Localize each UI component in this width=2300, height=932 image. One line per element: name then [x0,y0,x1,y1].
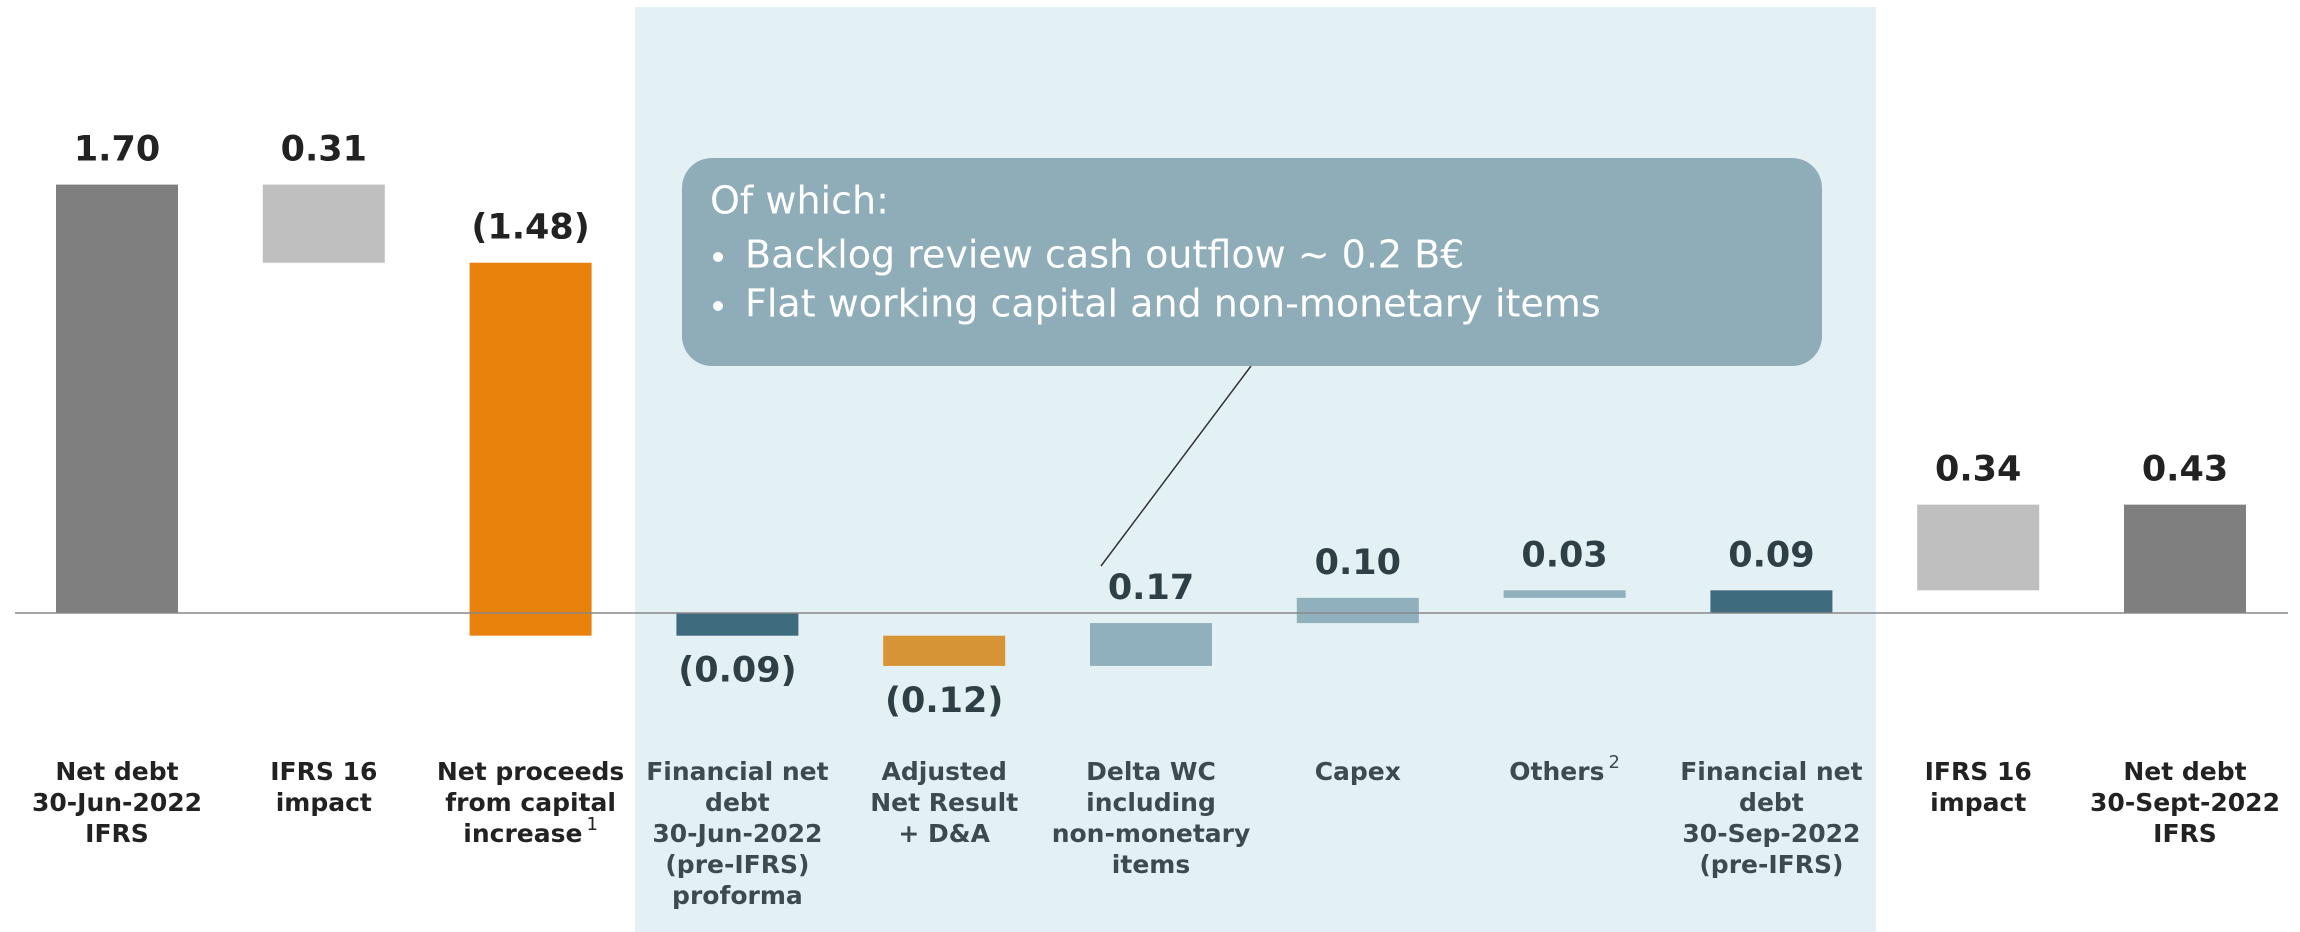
footnote-mark: 1 [586,814,597,835]
category-label-line: 30-Jun-2022 [32,788,202,817]
value-label: 0.03 [1521,535,1607,575]
callout-box [682,158,1822,366]
category-label-line: from capital [445,788,616,817]
category-label-line: items [1112,850,1190,879]
category-label: Others 2 [1509,752,1620,787]
category-label-line: debt [705,788,770,817]
category-label-line: Net debt [55,757,178,786]
category-label-line: debt [1739,788,1804,817]
category-label-line: Others [1509,757,1604,786]
category-label-line: Net Result [870,788,1018,817]
callout-bullet: Flat working capital and non-monetary it… [745,282,1601,326]
bar [2124,504,2246,613]
value-label: 0.34 [1935,450,2021,490]
bar [469,262,592,636]
category-label-line: IFRS [2153,819,2217,848]
category-label-line: increase [463,819,582,848]
category-label: Delta WC including non-monetary items [1052,757,1251,879]
category-label-line: Adjusted [882,757,1007,786]
category-label-line: 30-Sept-2022 [2090,788,2280,817]
category-label-line: 30-Sep-2022 [1682,819,1860,848]
category-label-line: (pre-IFRS) [1699,850,1843,879]
callout-heading: Of which: [710,179,889,223]
value-label: (1.48) [471,208,589,248]
category-label: Capex [1315,757,1401,786]
category-label-line: proforma [672,881,803,910]
bullet [713,301,723,311]
category-label: Net debt 30-Jun-2022 IFRS [32,757,202,848]
bar [1503,590,1626,598]
value-label: (0.12) [885,681,1003,721]
category-label: IFRS 16 impact [270,757,377,817]
category-label-line: Capex [1315,757,1401,786]
category-label: Net proceeds from capital increase 1 [437,757,624,848]
callout: Of which: Backlog review cash outflow ~ 0… [682,158,1822,567]
category-label-line: including [1086,788,1216,817]
category-label-line: Financial net [646,757,828,786]
category-label: Adjusted Net Result + D&A [870,757,1018,848]
bar [1090,623,1212,666]
callout-bullet: Backlog review cash outflow ~ 0.2 B€ [745,233,1464,277]
callout-pointer [1100,365,1252,567]
value-label: 0.10 [1315,543,1401,583]
category-label-line: Net debt [2123,757,2246,786]
bar [56,184,178,613]
category-label: IFRS 16 impact [1925,757,2032,817]
category-label-line: Financial net [1680,757,1862,786]
category-label-line: 30-Jun-2022 [652,819,822,848]
bar [1710,590,1833,613]
bar [1917,504,2040,591]
value-label: 0.31 [281,130,367,170]
bar [1296,597,1419,624]
category-label-line: + D&A [898,819,990,848]
category-label-line: Net proceeds [437,757,624,786]
bar [676,613,799,636]
bar [883,635,1006,666]
bar [262,184,385,263]
category-label-line: IFRS [85,819,149,848]
category-label-line: (pre-IFRS) [665,850,809,879]
value-label: 0.09 [1728,535,1814,575]
category-label-line: non-monetary [1052,819,1251,848]
value-label: (0.09) [678,651,796,691]
category-label-line: IFRS 16 [1925,757,2032,786]
category-label-line: impact [1930,788,2026,817]
bar-layer [56,184,2246,666]
category-label-line: impact [276,788,372,817]
bullet [713,252,723,262]
value-label: 0.43 [2142,450,2228,490]
category-label-line: Delta WC [1086,757,1216,786]
category-label: Net debt 30-Sept-2022 IFRS [2090,757,2280,848]
highlight-region [635,7,1876,932]
category-label: Financial net debt 30-Jun-2022 (pre-IFRS) pr… [646,757,828,910]
background-layer [635,7,1876,932]
value-label: 1.70 [74,130,160,170]
category-label: Financial net debt 30-Sep-2022 (pre-IFRS) [1680,757,1862,879]
value-label: 0.17 [1108,568,1194,608]
category-label-line: IFRS 16 [270,757,377,786]
footnote-mark: 2 [1608,752,1619,773]
